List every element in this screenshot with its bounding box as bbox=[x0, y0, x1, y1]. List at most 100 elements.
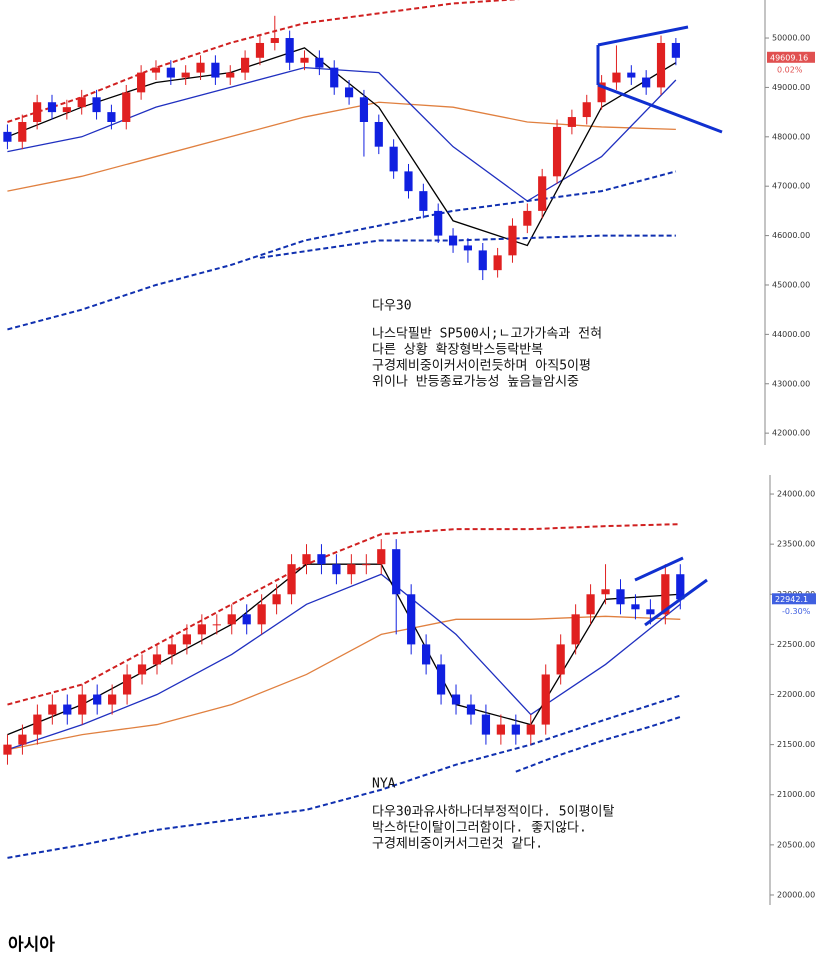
candle-body bbox=[272, 594, 281, 605]
y-tick-label: 23500.00 bbox=[777, 540, 815, 549]
candle-body bbox=[511, 724, 520, 735]
candle-body bbox=[108, 694, 117, 705]
indicator-line bbox=[7, 67, 677, 202]
candle-body bbox=[242, 614, 251, 625]
candle-body bbox=[627, 72, 636, 78]
y-tick-label: 21000.00 bbox=[777, 790, 815, 799]
candle-body bbox=[257, 604, 266, 625]
candle-body bbox=[317, 554, 326, 565]
candle-body bbox=[167, 644, 177, 655]
candle-body bbox=[434, 210, 443, 236]
price-tag: 22942.1 bbox=[775, 595, 808, 604]
y-tick-label: 49000.00 bbox=[772, 83, 810, 92]
candle-body bbox=[107, 112, 116, 122]
trendline bbox=[644, 578, 708, 627]
candle-body bbox=[62, 107, 71, 113]
candle-body bbox=[676, 574, 685, 600]
candle-body bbox=[392, 549, 401, 595]
price-tag-box bbox=[772, 593, 816, 605]
candle-body bbox=[226, 72, 235, 78]
indicator-line bbox=[7, 170, 677, 331]
candle-body bbox=[255, 42, 265, 58]
candle-body bbox=[166, 67, 175, 78]
y-tick-label: 45000.00 bbox=[772, 280, 810, 289]
candle-body bbox=[631, 604, 640, 610]
candle-body bbox=[642, 77, 651, 88]
candle-body bbox=[374, 121, 383, 147]
y-tick-label: 43000.00 bbox=[772, 379, 810, 388]
candle-body bbox=[137, 664, 147, 675]
candle-body bbox=[407, 594, 416, 645]
candle-body bbox=[77, 97, 86, 108]
y-tick-label: 44000.00 bbox=[772, 330, 810, 339]
annotation-line: 나스닥필반 SP500시;ㄴ고가가속과 전혀 bbox=[372, 327, 602, 342]
indicator-line bbox=[7, 694, 681, 859]
y-tick-label: 22500.00 bbox=[777, 640, 815, 649]
candle-body bbox=[48, 704, 57, 715]
indicator-line bbox=[259, 234, 676, 259]
annotation-line: 박스하단이탈이그러함이다. 좋지않다. bbox=[372, 821, 587, 836]
candle-body bbox=[227, 614, 236, 625]
y-tick-label: 22000.00 bbox=[777, 690, 815, 699]
section-heading: 아시아 bbox=[8, 935, 55, 955]
chart-label: NYA bbox=[372, 777, 396, 792]
candle-body bbox=[359, 97, 369, 122]
price-change: -0.30% bbox=[782, 607, 811, 616]
candle-body bbox=[422, 644, 431, 665]
candle-body bbox=[181, 72, 190, 78]
candle-body bbox=[182, 634, 192, 645]
candle-body bbox=[656, 42, 666, 88]
candle-body bbox=[332, 564, 341, 575]
candle-body bbox=[478, 250, 487, 271]
candle-body bbox=[466, 704, 476, 715]
candle-body bbox=[419, 191, 428, 211]
candle-body bbox=[552, 126, 562, 177]
annotation-line: 다우30과유사하나더부정적이다. 5이평이탈 bbox=[372, 805, 614, 820]
trendlines bbox=[596, 25, 723, 627]
candle-body bbox=[92, 97, 101, 113]
annotation-line: 구경제비중이커서이런듯하며 아직5이평 bbox=[372, 359, 591, 374]
candle-body bbox=[47, 102, 57, 113]
candle-body bbox=[646, 609, 655, 615]
indicator-line bbox=[7, 0, 521, 123]
candle-body bbox=[18, 734, 27, 745]
candle-body bbox=[344, 87, 354, 98]
candle-body bbox=[33, 714, 42, 735]
indicator-line bbox=[7, 563, 681, 736]
y-tick-label: 21500.00 bbox=[777, 740, 815, 749]
candle-body bbox=[18, 121, 27, 142]
candle-body bbox=[211, 62, 220, 78]
candle-body bbox=[347, 564, 356, 575]
price-tag-box bbox=[767, 51, 815, 63]
indicator-line bbox=[7, 573, 681, 751]
candle-body bbox=[601, 589, 610, 595]
y-tick-label: 20500.00 bbox=[777, 840, 815, 849]
y-tick-label: 42000.00 bbox=[772, 429, 810, 438]
candle-body bbox=[241, 57, 250, 73]
indicator-line bbox=[7, 101, 676, 192]
y-tick-label: 46000.00 bbox=[772, 231, 810, 240]
candle-body bbox=[526, 724, 535, 735]
candle-body bbox=[582, 102, 591, 118]
candle-body bbox=[302, 554, 311, 565]
annotation-line: 다른 상황 확장형박스등락반복 bbox=[372, 343, 543, 358]
candle-body bbox=[597, 82, 606, 103]
y-tick-label: 48000.00 bbox=[772, 132, 810, 141]
candle-body bbox=[122, 92, 131, 122]
candle-body bbox=[389, 146, 398, 172]
price-tag: 49609.16 bbox=[770, 53, 808, 62]
candle-body bbox=[78, 694, 87, 715]
candle-body bbox=[362, 564, 371, 566]
candle-body bbox=[586, 594, 595, 615]
candle-body bbox=[330, 67, 339, 88]
candle-body bbox=[300, 57, 309, 63]
candle-body bbox=[451, 694, 461, 705]
indicator-line bbox=[7, 615, 681, 751]
candle-body bbox=[481, 714, 491, 735]
candle-body bbox=[93, 694, 102, 705]
indicator-line bbox=[515, 716, 681, 773]
y-tick-label: 47000.00 bbox=[772, 182, 810, 191]
candle-body bbox=[436, 664, 446, 695]
